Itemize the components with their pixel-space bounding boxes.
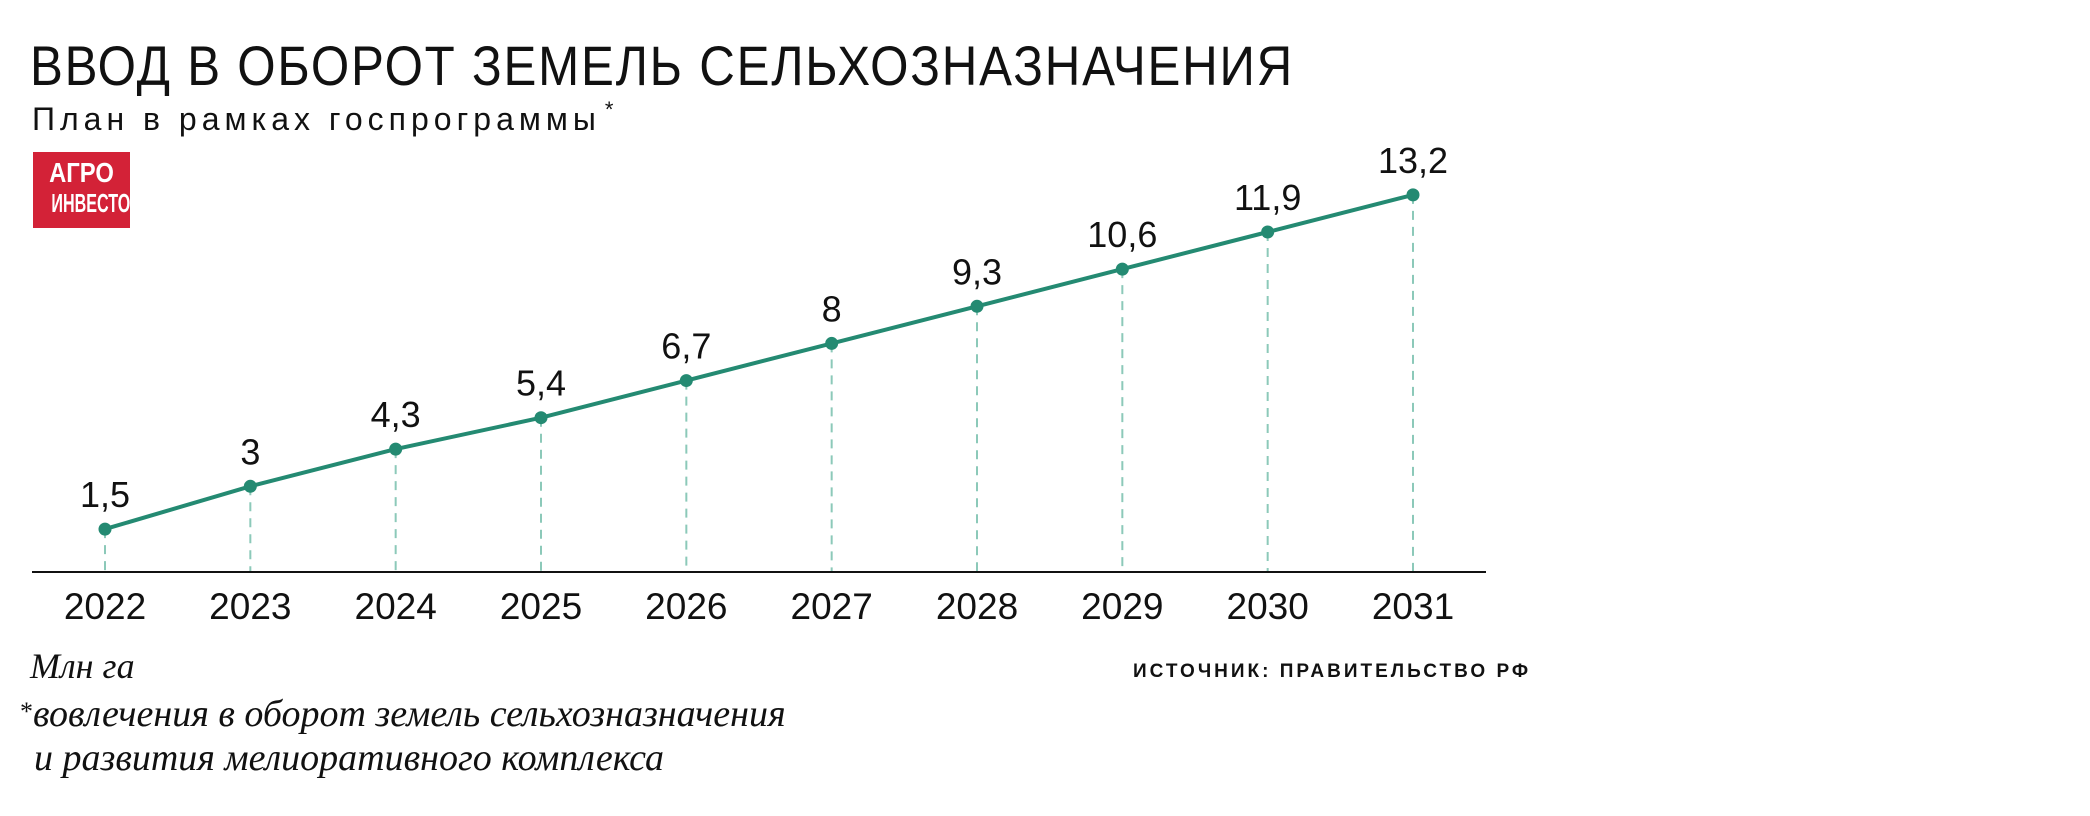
- logo-line-1: АГРО: [49, 157, 114, 188]
- footnote-line-1: вовлечения в оборот земель сельхозназнач…: [33, 693, 786, 735]
- x-tick-label: 2025: [500, 586, 582, 627]
- data-point: [825, 336, 839, 350]
- data-point: [243, 479, 257, 493]
- x-tick-label: 2031: [1372, 586, 1454, 627]
- x-tick-label: 2029: [1081, 586, 1163, 627]
- data-point: [1115, 262, 1129, 276]
- source-label: ИСТОЧНИК: ПРАВИТЕЛЬСТВО РФ: [1133, 661, 1532, 682]
- x-tick-label: 2026: [645, 586, 727, 627]
- chart-subtitle: План в рамках госпрограммы *: [32, 99, 613, 137]
- data-label: 6,7: [661, 326, 711, 367]
- drop-lines: [104, 194, 1414, 572]
- x-tick-label: 2024: [355, 586, 437, 627]
- x-tick-label: 2027: [791, 586, 873, 627]
- subtitle-text: План в рамках госпрограммы: [32, 101, 601, 137]
- data-point: [970, 299, 984, 313]
- data-point: [389, 442, 403, 456]
- series-line: [104, 192, 1414, 532]
- footnote: *вовлечения в оборот земель сельхозназна…: [20, 692, 786, 780]
- x-tick-label: 2028: [936, 586, 1018, 627]
- data-point: [679, 374, 693, 388]
- footnote-line-2: и развития мелиоративного комплекса: [34, 737, 665, 779]
- data-point: [1406, 188, 1420, 202]
- subtitle-footnote-mark: *: [604, 97, 614, 122]
- data-point: [98, 522, 112, 536]
- footnote-mark: *: [20, 697, 33, 726]
- x-tick-label: 2023: [209, 586, 291, 627]
- data-label: 13,2: [1378, 140, 1448, 181]
- data-label: 11,9: [1234, 177, 1301, 218]
- data-label: 10,6: [1087, 214, 1157, 255]
- data-point: [1261, 225, 1275, 239]
- data-label: 4,3: [371, 394, 421, 435]
- x-tick-label: 2022: [64, 586, 146, 627]
- agroinvestor-logo: АГРО ИНВЕСТОР: [33, 152, 130, 228]
- data-points: [98, 188, 1420, 536]
- chart-title: ВВОД В ОБОРОТ ЗЕМЕЛЬ СЕЛЬХОЗНАЗНАЧЕНИЯ: [30, 34, 1294, 97]
- data-labels: 1,5 3 4,3 5,4 6,7 8 9,3 10,6 11,9 13,2: [80, 140, 1448, 515]
- data-label: 5,4: [516, 363, 566, 404]
- unit-label: Млн га: [30, 646, 135, 686]
- data-label: 1,5: [80, 474, 130, 515]
- data-label: 3: [240, 431, 260, 472]
- data-point: [534, 411, 548, 425]
- x-tick-labels: 2022 2023 2024 2025 2026 2027 2028 2029 2030 2031: [64, 586, 1454, 627]
- x-tick-label: 2030: [1227, 586, 1309, 627]
- data-label: 9,3: [952, 251, 1002, 292]
- data-label: 8: [822, 288, 842, 329]
